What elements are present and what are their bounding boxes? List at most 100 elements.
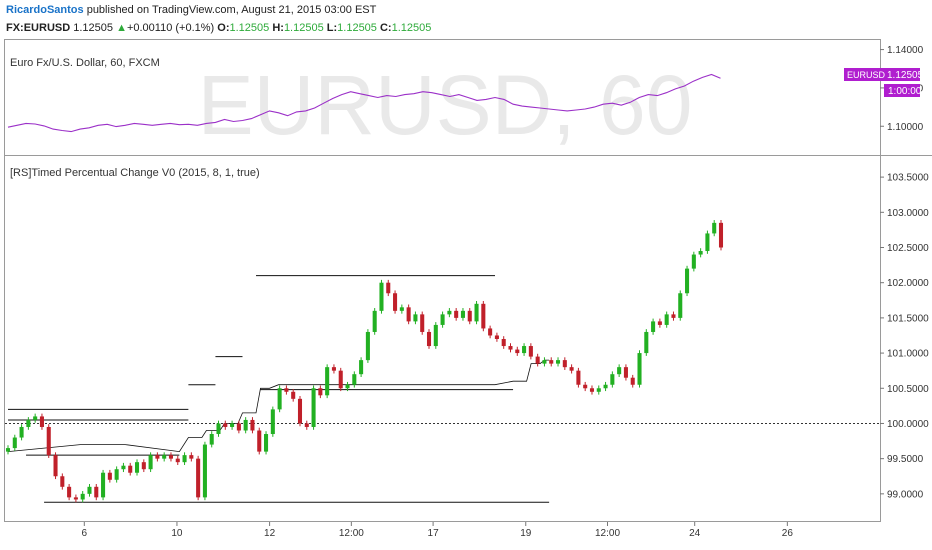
candle-body: [664, 314, 669, 325]
candle-body: [352, 374, 357, 385]
candle-body: [386, 282, 391, 294]
author-link[interactable]: RicardoSantos: [6, 4, 84, 16]
candle-body: [141, 462, 146, 470]
publish-line: RicardoSantos published on TradingView.c…: [6, 4, 376, 16]
candle-body: [87, 486, 92, 494]
candle-body: [257, 430, 262, 452]
indicator-tick-label: 102.5000: [887, 243, 929, 254]
candle-body: [250, 419, 255, 431]
candle-body: [148, 455, 153, 470]
candle-body: [589, 388, 595, 392]
candle-body: [644, 331, 649, 354]
candle-body: [637, 353, 642, 385]
price-badge-box: [844, 68, 920, 81]
price-badge: EURUSD 1.12505 1:00:00: [844, 68, 924, 97]
candle-body: [209, 434, 214, 445]
price-pane-title: Euro Fx/U.S. Dollar, 60, FXCM: [10, 57, 160, 69]
time-tick-label: 24: [689, 528, 701, 539]
candle-body: [196, 458, 201, 498]
candle-body: [569, 367, 574, 371]
price-tick-label: 1.14000: [887, 45, 924, 56]
candle-body: [128, 465, 133, 473]
candle-body: [501, 339, 506, 347]
candle-body: [46, 426, 51, 456]
candle-body: [535, 356, 540, 364]
candle-body: [318, 388, 323, 396]
high-label: H:: [272, 22, 284, 34]
level-lines: [8, 275, 550, 503]
indicator-tick-label: 100.5000: [887, 384, 929, 395]
candle-body: [712, 222, 717, 234]
candle-body: [168, 455, 174, 459]
change-value: +0.00110 (+0.1%): [126, 22, 215, 34]
candle-body: [365, 331, 370, 361]
symbol-label[interactable]: FX:EURUSD: [6, 22, 71, 34]
candle-body: [705, 233, 710, 252]
time-axis-ticks[interactable]: 6 10 12 12:00 17 19 12:00 24 26: [82, 522, 794, 539]
indicator-tick-label: 103.0000: [887, 208, 929, 219]
candle-body: [623, 367, 628, 378]
time-badge-box: [884, 84, 920, 97]
candle-body: [474, 303, 479, 322]
candle-body: [651, 321, 656, 332]
candle-body: [583, 384, 588, 389]
price-badge-symbol: EURUSD: [847, 70, 886, 80]
candle-body: [718, 222, 724, 248]
candle-body: [359, 360, 364, 375]
time-tick-label: 19: [520, 528, 532, 539]
candle-body: [67, 486, 72, 498]
candle-body: [447, 310, 452, 315]
candle-body: [216, 423, 221, 435]
candle-body: [494, 335, 499, 339]
candle-body: [175, 458, 180, 463]
low-value: 1.12505: [337, 22, 377, 34]
high-value: 1.12505: [283, 22, 324, 34]
candle-body: [39, 416, 44, 427]
candle-body: [528, 346, 533, 357]
candle-body: [277, 388, 282, 410]
chart-header: RicardoSantos published on TradingView.c…: [0, 0, 932, 38]
open-value: 1.12505: [229, 22, 270, 34]
candle-body: [657, 321, 662, 325]
time-tick-label: 12:00: [595, 528, 620, 539]
candle-body: [420, 314, 425, 332]
candle-body: [291, 391, 296, 399]
price-badge-value: 1.12505: [887, 70, 924, 81]
candle-body: [413, 314, 418, 322]
candle-body: [19, 426, 24, 438]
candle-body: [60, 476, 65, 487]
candle-body: [80, 493, 85, 500]
candle-body: [121, 465, 126, 470]
indicator-axis-ticks[interactable]: 103.5000 103.0000 102.5000 102.0000 101.5000…: [880, 173, 929, 501]
candle-body: [698, 251, 703, 255]
candle-body: [107, 472, 112, 480]
candle-body: [691, 254, 696, 269]
candle-body: [399, 307, 404, 311]
time-tick-label: 12: [264, 528, 276, 539]
candle-body: [562, 360, 567, 368]
candle-body: [189, 455, 194, 459]
indicator-tick-label: 99.0000: [887, 489, 924, 500]
candle-body: [685, 268, 690, 294]
indicator-tick-label: 101.0000: [887, 349, 929, 360]
candle-body: [297, 398, 303, 424]
candle-body: [542, 360, 547, 364]
ohlc-line: FX:EURUSD 1.12505 ▲+0.00110 (+0.1%) O:1.…: [6, 22, 431, 34]
candle-body: [426, 331, 432, 347]
candle-body: [325, 367, 330, 396]
candle-body: [603, 384, 608, 389]
candle-body: [134, 462, 140, 473]
candle-body: [576, 370, 581, 385]
indicator-tick-label: 100.0000: [887, 419, 929, 430]
candle-body: [182, 455, 187, 463]
candle-body: [243, 419, 248, 431]
candle-body: [379, 282, 384, 311]
candle-body: [53, 455, 58, 477]
candle-body: [406, 307, 411, 322]
candle-body: [549, 360, 554, 364]
candle-body: [522, 346, 527, 354]
candle-body: [345, 384, 350, 389]
price-series-line: [7, 73, 721, 133]
candle-body: [33, 416, 38, 420]
